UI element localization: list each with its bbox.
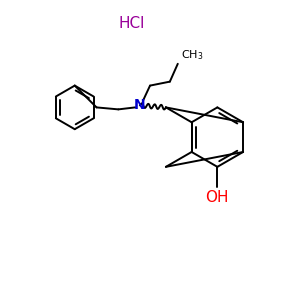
Text: CH$_3$: CH$_3$ [181, 48, 203, 62]
Text: HCl: HCl [118, 16, 145, 31]
Text: OH: OH [206, 190, 229, 205]
Text: N: N [133, 98, 145, 112]
